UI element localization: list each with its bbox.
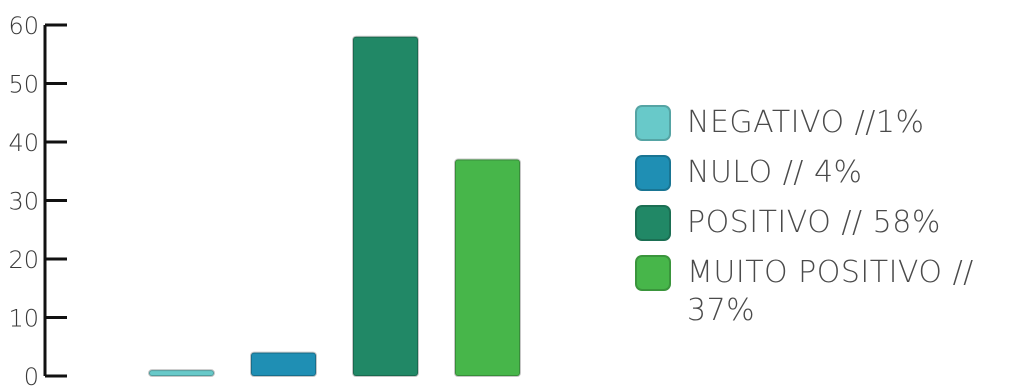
legend: NEGATIVO //1% NULO // 4% POSITIVO // 58%… xyxy=(635,104,1035,342)
legend-label-positivo: POSITIVO // 58% xyxy=(687,205,941,240)
y-tick-label: 40 xyxy=(8,129,39,157)
bars xyxy=(148,35,521,378)
y-tick-label: 60 xyxy=(8,12,39,40)
y-axis: 0 10 20 30 40 50 60 xyxy=(8,12,67,387)
legend-item-negativo: NEGATIVO //1% xyxy=(635,104,1035,142)
y-tick-label: 50 xyxy=(8,71,39,99)
legend-item-positivo: POSITIVO // 58% xyxy=(635,204,1035,242)
bar xyxy=(454,158,521,377)
legend-swatch-positivo xyxy=(635,205,671,241)
y-tick-label: 0 xyxy=(24,363,39,387)
legend-swatch-muito-positivo xyxy=(635,255,671,291)
legend-label-muito-positivo: MUITO POSITIVO // 37% xyxy=(687,255,974,328)
legend-item-nulo: NULO // 4% xyxy=(635,154,1035,192)
bar xyxy=(250,351,317,378)
legend-item-muito-positivo: MUITO POSITIVO // 37% xyxy=(635,254,1035,330)
y-tick-label: 20 xyxy=(8,246,39,274)
bar xyxy=(352,35,419,377)
y-tick-label: 30 xyxy=(8,188,39,216)
bar xyxy=(148,369,215,377)
legend-label-negativo: NEGATIVO //1% xyxy=(687,105,925,140)
legend-label-nulo: NULO // 4% xyxy=(687,155,863,190)
legend-swatch-nulo xyxy=(635,155,671,191)
bar-chart: 0 10 20 30 40 50 60 xyxy=(8,12,521,387)
legend-swatch-negativo xyxy=(635,105,671,141)
y-tick-label: 10 xyxy=(8,305,39,333)
